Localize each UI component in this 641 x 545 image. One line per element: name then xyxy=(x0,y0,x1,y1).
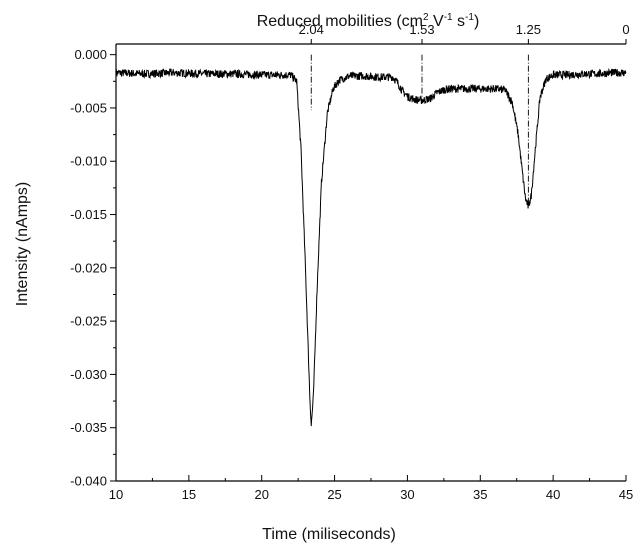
peak-markers xyxy=(310,54,529,207)
y-tick-label: -0.025 xyxy=(70,314,107,329)
x-tick-label: 20 xyxy=(254,487,268,502)
top-axis-title-mid2: s xyxy=(453,13,465,30)
series-line xyxy=(115,67,627,427)
x-tick-label: 35 xyxy=(473,487,487,502)
top-tick-label: 2.04 xyxy=(299,22,324,37)
y-tick-label: -0.020 xyxy=(70,260,107,275)
top-axis-title-sup2: -1 xyxy=(444,12,453,23)
x-axis-ticks: 10 15 20 25 30 35 40 45 xyxy=(109,475,633,502)
y-tick-label: -0.015 xyxy=(70,207,107,222)
top-axis-title-sup3: -1 xyxy=(465,12,474,23)
y-tick-label: -0.010 xyxy=(70,154,107,169)
plot-frame xyxy=(115,43,626,482)
top-axis-title-tail: ) xyxy=(474,13,479,30)
top-tick-label: 0 xyxy=(622,22,629,37)
x-tick-label: 30 xyxy=(400,487,414,502)
y-axis-ticks: 0.000 -0.005 -0.010 -0.015 -0.020 -0.025 -0.03… xyxy=(70,47,116,489)
x-tick-label: 10 xyxy=(109,487,123,502)
top-axis-ticks: 2.04 1.53 1.25 0 xyxy=(299,22,630,44)
x-tick-label: 45 xyxy=(619,487,633,502)
x-tick-label: 40 xyxy=(546,487,560,502)
x-tick-label: 15 xyxy=(182,487,196,502)
y-tick-label: -0.030 xyxy=(70,367,107,382)
top-axis-title-sup1: 2 xyxy=(423,12,429,23)
y-tick-label: -0.005 xyxy=(70,100,107,115)
top-tick-label: 1.25 xyxy=(516,22,541,37)
x-axis-title: Time (miliseconds) xyxy=(262,526,396,543)
series-group xyxy=(115,67,627,427)
y-tick-label: 0.000 xyxy=(74,47,107,62)
top-axis-title-main: Reduced mobilities (cm xyxy=(257,13,423,30)
y-axis-title: Intensity (nAmps) xyxy=(14,182,31,306)
y-tick-label: -0.035 xyxy=(70,420,107,435)
top-tick-label: 1.53 xyxy=(409,22,434,37)
top-axis-title-mid1: V xyxy=(429,13,444,30)
top-axis-title: Reduced mobilities (cm2 V-1 s-1) xyxy=(257,12,480,30)
y-tick-label: -0.040 xyxy=(70,474,107,489)
x-tick-label: 25 xyxy=(327,487,341,502)
